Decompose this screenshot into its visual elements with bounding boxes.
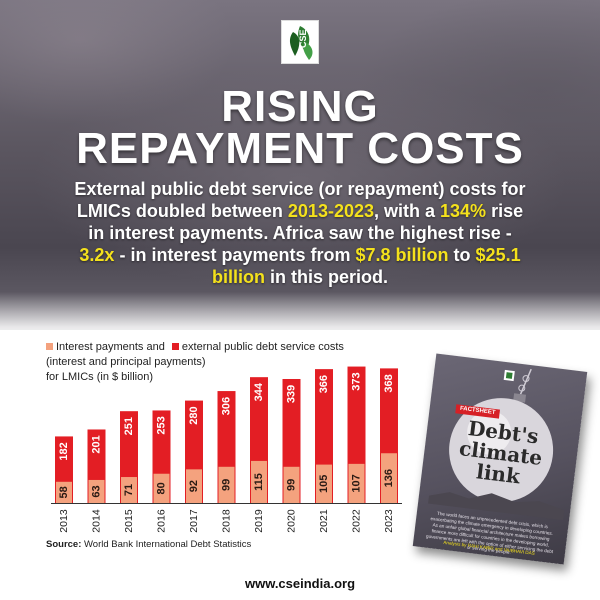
legend-swatch-interest [46,343,53,350]
hero-fade [0,292,600,342]
source-label: Source: [46,539,82,550]
data-label-interest-2020: 99 [286,479,298,491]
bar-interest-2015 [121,477,137,503]
x-tick-label-2016: 2016 [156,509,168,533]
cse-logo: CSE [281,20,319,64]
data-label-total-2017: 280 [188,406,200,424]
legend-label-interest: Interest payments and [56,341,165,353]
data-label-interest-2014: 63 [91,485,103,497]
bar-interest-2014 [88,479,105,503]
bar-interest-2013 [56,481,72,503]
data-label-interest-2013: 58 [58,486,70,498]
legend-line3: for LMICs (in $ billion) [46,371,153,383]
x-tick-label-2014: 2014 [91,509,103,533]
bar-interest-2022 [348,463,365,503]
summary-part: , with a [374,201,441,221]
page-title-line2: REPAYMENT COSTS [76,124,524,173]
data-label-interest-2022: 107 [351,474,363,492]
data-label-total-2016: 253 [156,416,168,434]
data-label-total-2014: 201 [91,435,103,453]
source-text: World Bank International Debt Statistics [81,539,252,550]
data-label-interest-2021: 105 [318,475,330,493]
x-tick-label-2021: 2021 [318,509,330,533]
footer-url: www.cseindia.org [244,576,356,591]
summary-highlight-to: $25.1 billion [211,245,521,287]
factsheet-cover: FACTSHEET Debt's climate link The world … [412,353,588,565]
data-label-interest-2016: 80 [156,482,168,494]
wrecking-ball-icon [428,368,565,521]
summary-highlight-from: $7.8 billion [355,245,449,265]
summary-part: - in interest payments from [114,245,356,265]
summary-part: rise in interest payments. Africa saw th… [88,201,524,243]
data-label-interest-2019: 115 [253,473,265,491]
summary-part: External public debt service (or repayme… [74,179,526,221]
x-tick-label-2015: 2015 [123,509,135,533]
bar-interest-2021 [316,464,332,503]
data-label-interest-2018: 99 [221,479,233,491]
summary-part: in this period. [264,267,388,287]
x-tick-label-2019: 2019 [253,509,265,533]
page-title-line1: RISING [221,82,379,131]
data-label-interest-2023: 136 [383,469,395,487]
data-label-total-2022: 373 [351,372,363,390]
data-label-interest-2015: 71 [123,484,135,496]
data-label-total-2019: 344 [253,382,265,401]
summary-highlight-multiplier: 3.2x [79,245,115,265]
x-tick-label-2013: 2013 [58,509,70,533]
data-label-total-2018: 306 [221,397,233,415]
logo-text: CSE [298,29,308,48]
bar-interest-2016 [153,473,170,503]
legend-row: Interest payments and external public de… [46,340,344,355]
bar-interest-2020 [283,466,300,503]
source-note: Source: World Bank International Debt St… [46,539,251,550]
x-tick-label-2020: 2020 [286,509,298,533]
summary-highlight-period: 2013-2023 [287,201,374,221]
data-label-total-2021: 366 [318,375,330,393]
bar-interest-2023 [381,453,397,503]
data-label-total-2023: 368 [383,374,395,392]
x-tick-label-2022: 2022 [351,509,363,533]
x-tick-label-2018: 2018 [221,509,233,533]
bar-interest-2019 [251,460,267,503]
x-tick-label-2023: 2023 [383,509,395,533]
summary-part: to [448,245,476,265]
data-label-interest-2017: 92 [188,480,200,492]
x-tick-label-2017: 2017 [188,509,200,533]
legend-swatch-total [171,343,179,350]
chart-legend: Interest payments and external public de… [46,340,344,385]
leaf-logo-icon: CSE [283,22,317,62]
summary-highlight-rise: 134% [440,201,487,221]
legend-label-total: external public debt service costs [181,341,344,353]
bar-interest-2017 [186,469,202,503]
data-label-total-2015: 251 [123,417,135,435]
summary-text: External public debt service (or repayme… [70,178,530,288]
bar-interest-2018 [218,466,235,503]
data-label-total-2013: 182 [58,442,70,460]
data-label-total-2020: 339 [286,385,298,403]
legend-line2: (interest and principal payments) [46,356,206,368]
